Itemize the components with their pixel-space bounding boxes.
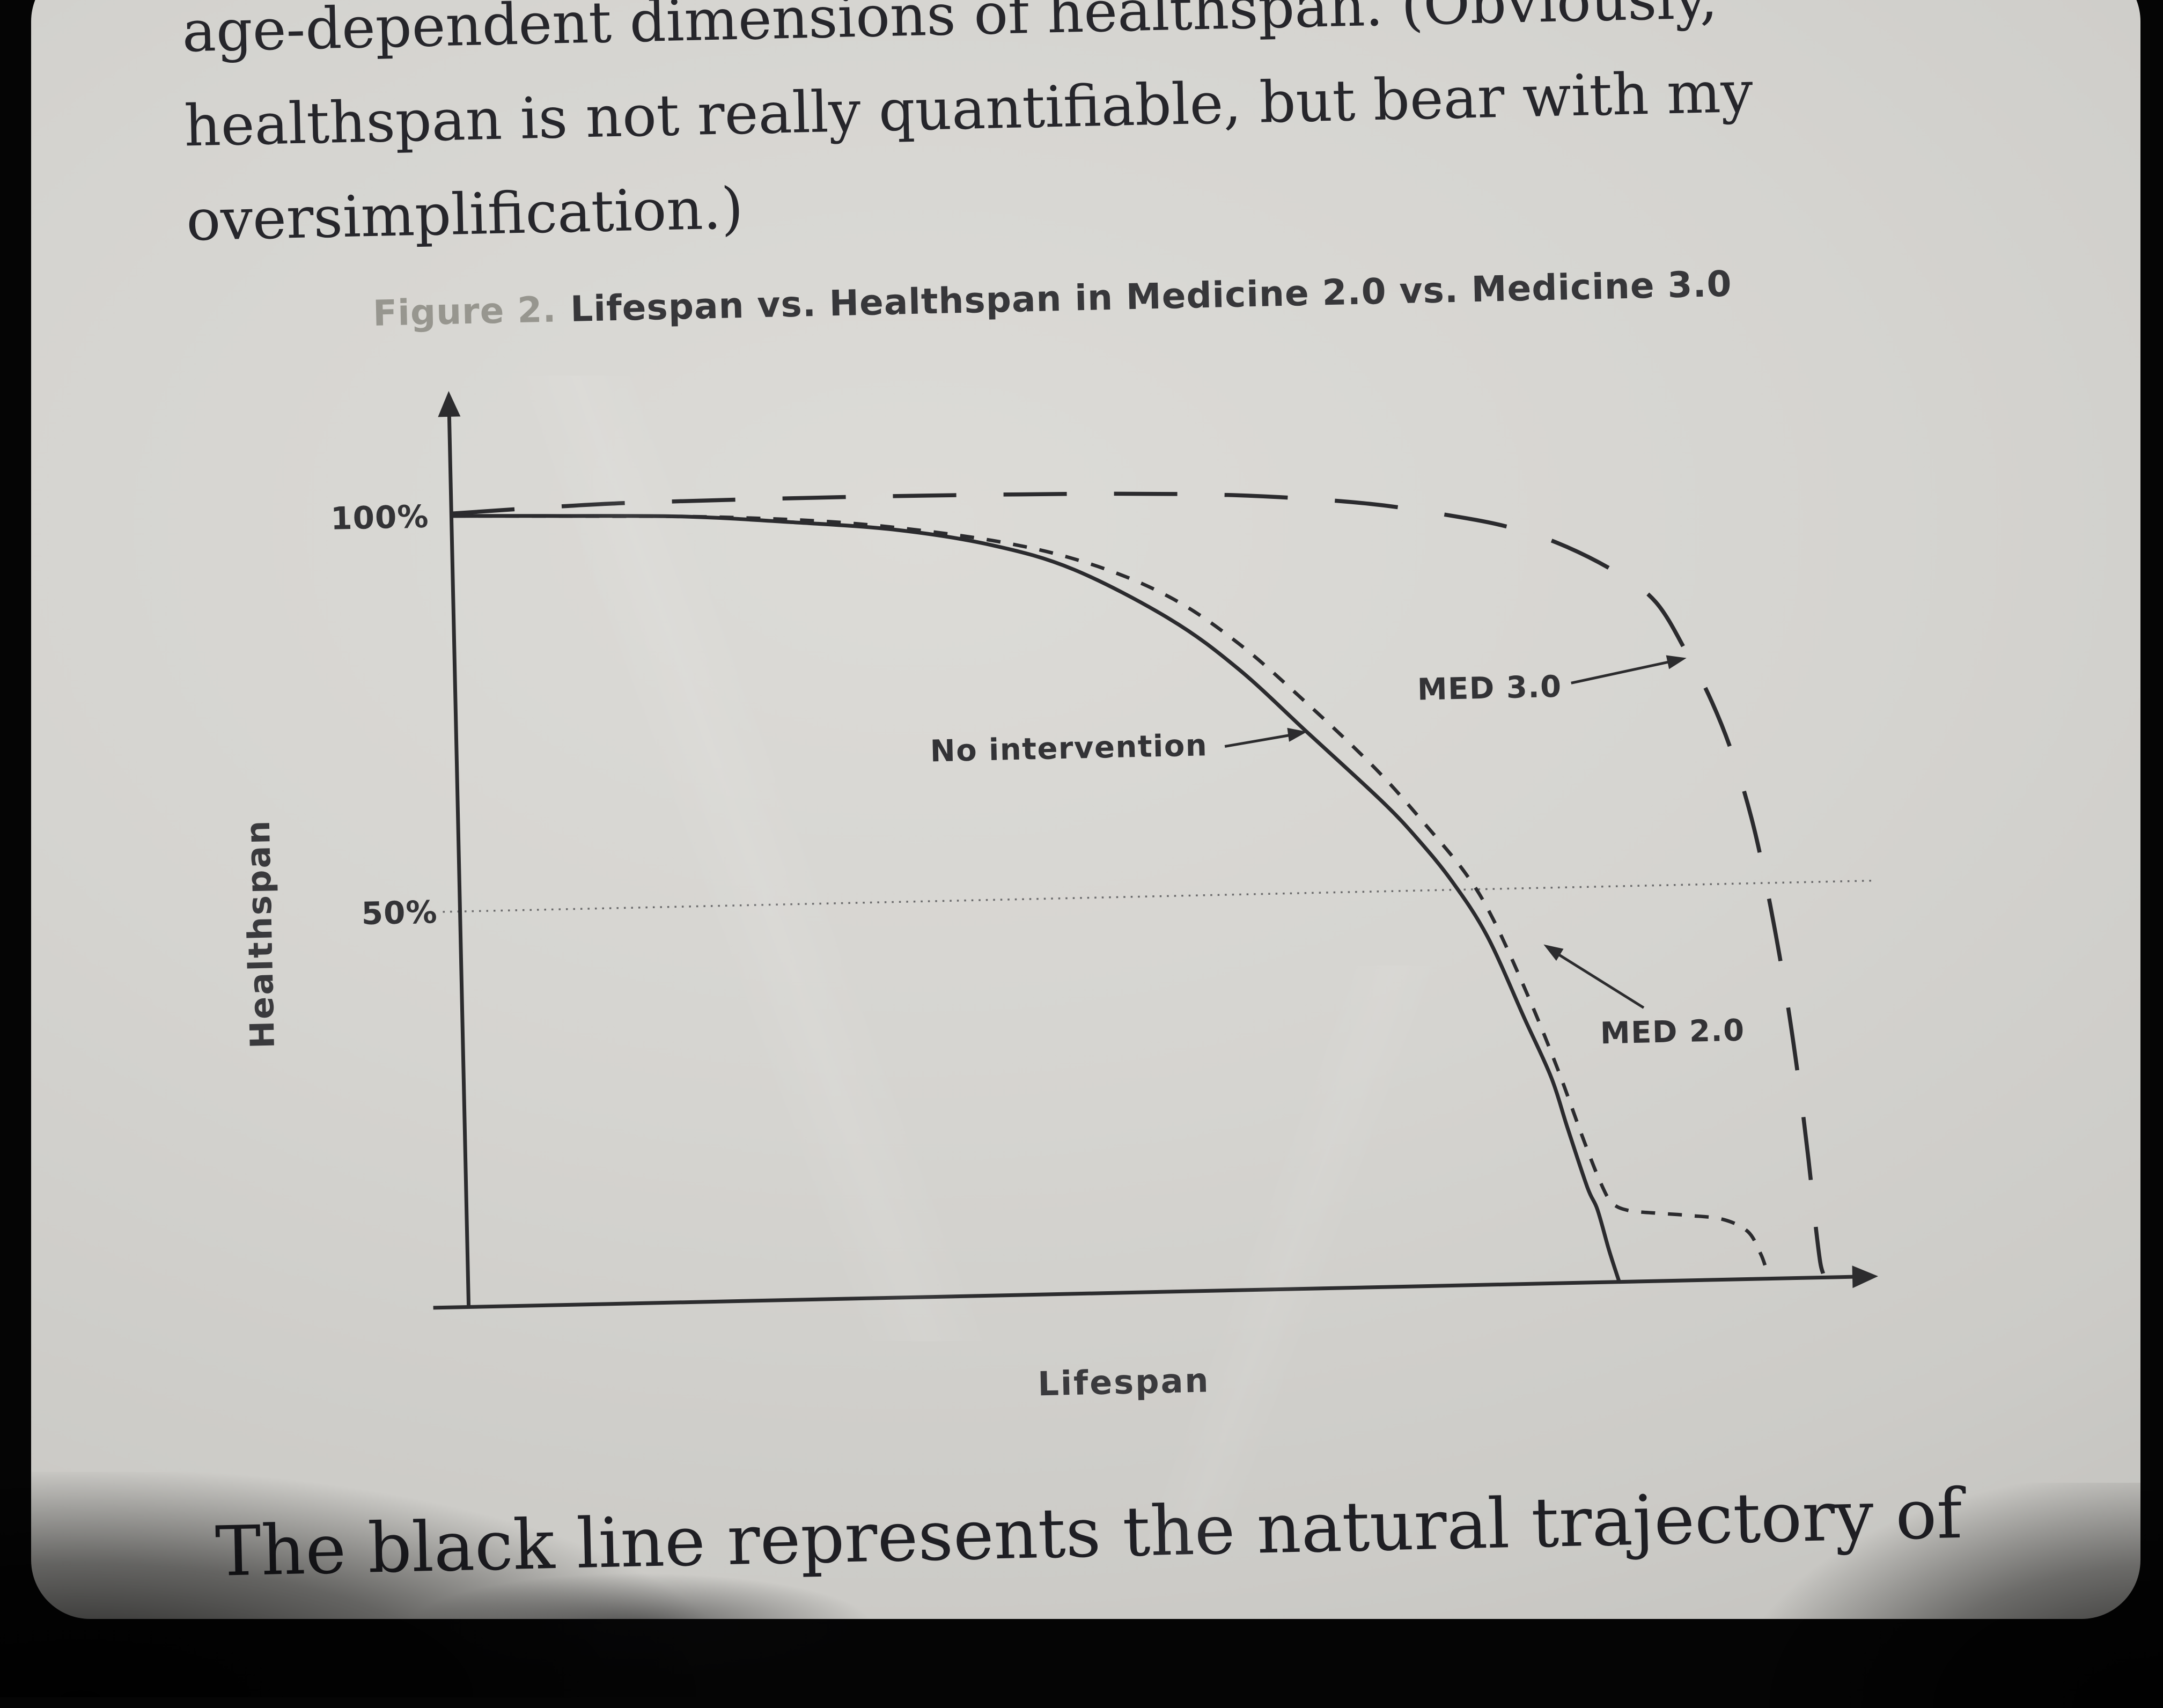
no-intervention-curve	[451, 491, 1619, 1307]
med-3-arrow-icon	[1571, 661, 1671, 683]
page-content: age-dependent dimensions of healthspan. …	[0, 0, 2163, 1625]
no-intervention-label: No intervention	[930, 728, 1208, 769]
med-2-arrow-icon	[1557, 952, 1644, 1010]
y-tick-100: 100%	[330, 498, 430, 537]
x-axis	[433, 1277, 1859, 1308]
x-axis-label: Lifespan	[1038, 1360, 1211, 1403]
med-2-curve	[451, 488, 1766, 1298]
gridline-50-percent	[443, 881, 1876, 912]
med-3-label: MED 3.0	[1417, 669, 1562, 708]
lifespan-healthspan-chart: 100% 50% Healthspan Lifespan No interven…	[0, 0, 2163, 1625]
med-2-label: MED 2.0	[1600, 1013, 1745, 1051]
y-axis-label: Healthspan	[238, 819, 282, 1049]
y-axis-arrow-icon	[437, 391, 460, 417]
no-intervention-arrow-icon	[1225, 735, 1292, 747]
med-2-arrowhead-icon	[1543, 944, 1564, 961]
y-tick-50: 50%	[361, 894, 438, 932]
x-axis-arrow-icon	[1852, 1265, 1879, 1288]
y-axis	[449, 407, 469, 1309]
med-3-arrowhead-icon	[1666, 655, 1687, 669]
